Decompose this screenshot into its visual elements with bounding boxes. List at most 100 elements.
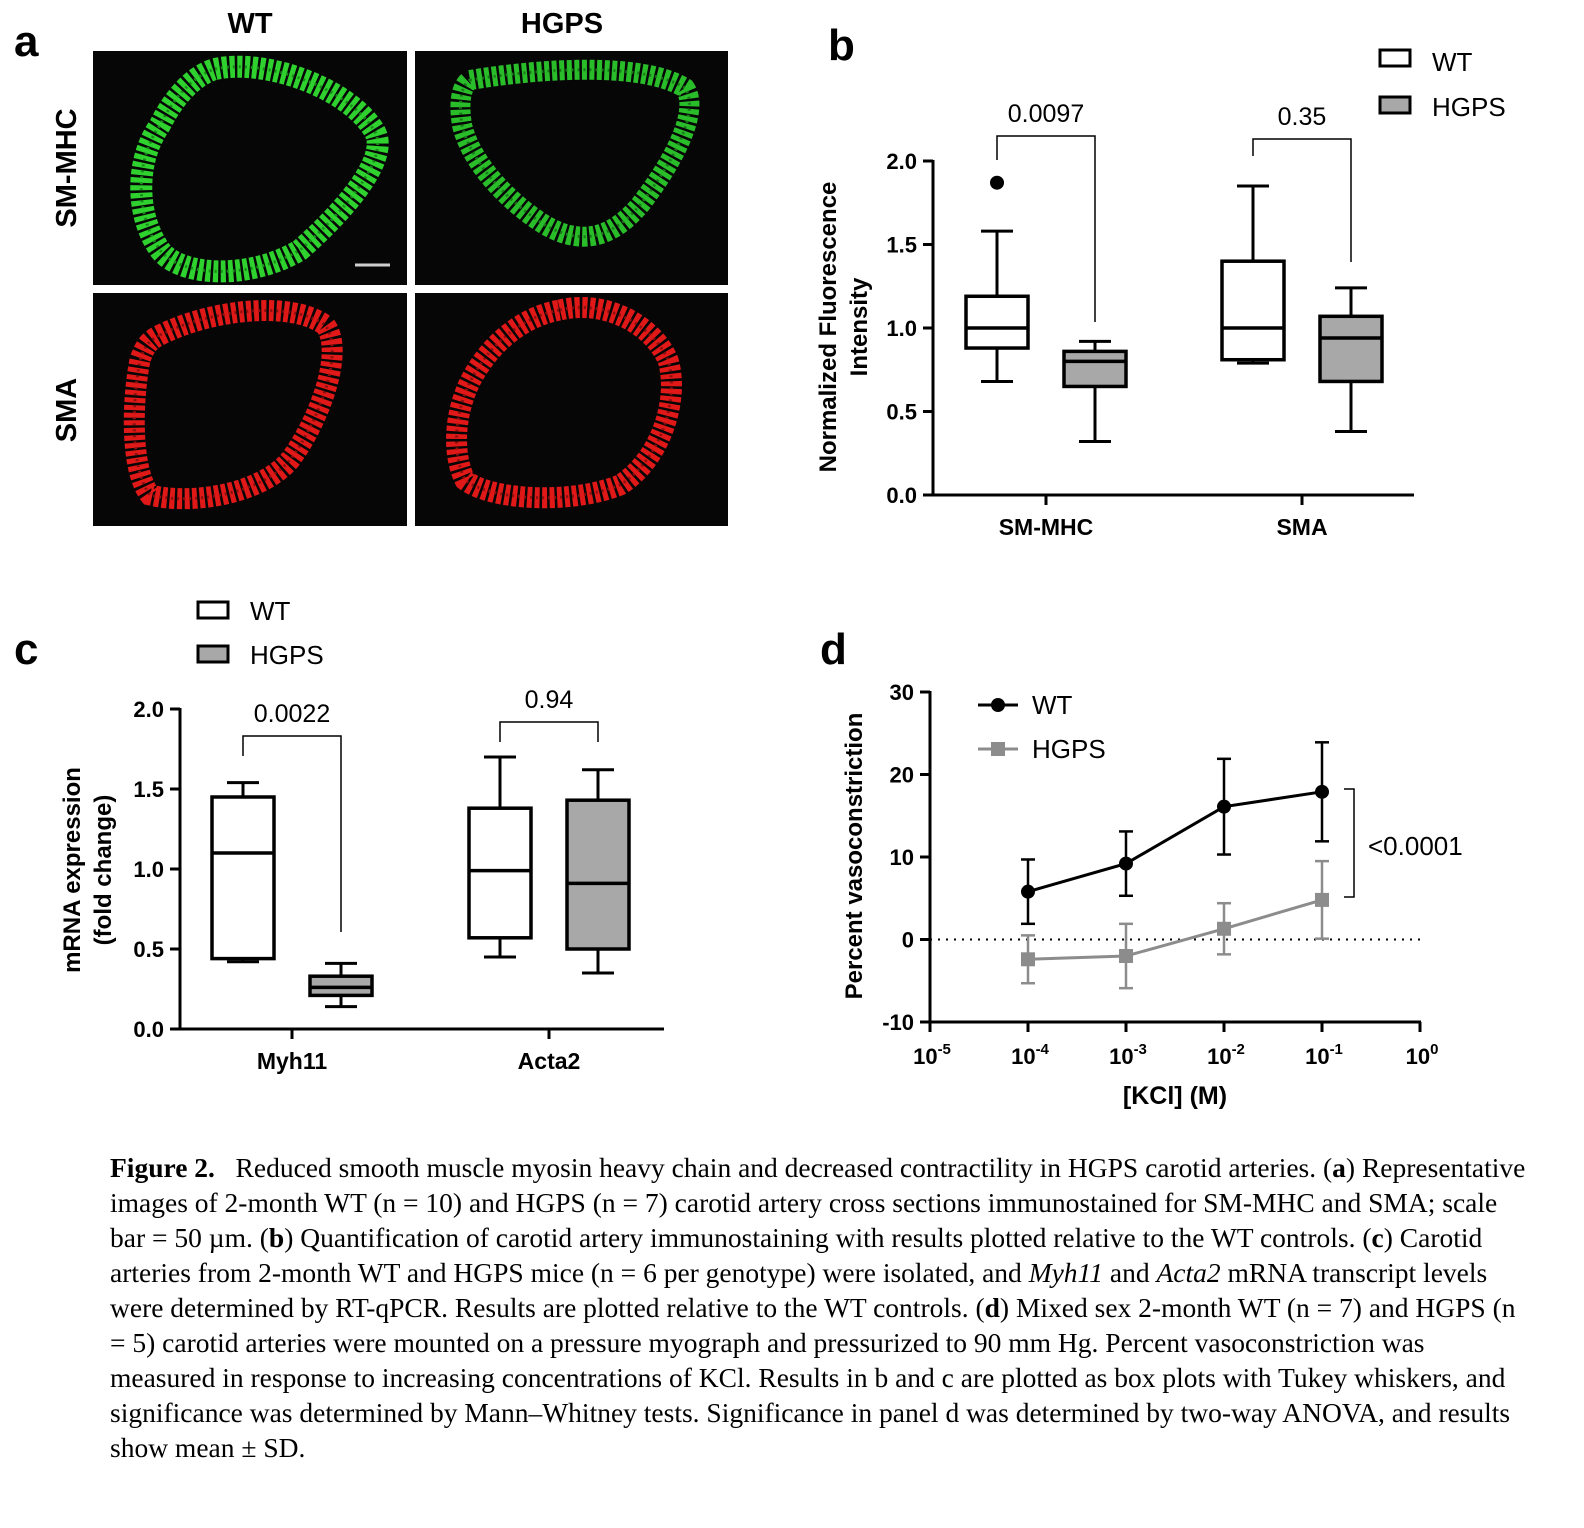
caption-title: Reduced smooth muscle myosin heavy chain… xyxy=(235,1152,1317,1183)
x-tick-label: 100 xyxy=(1406,1041,1439,1069)
legend: WT HGPS xyxy=(196,596,324,670)
y-tick-label: 30 xyxy=(890,680,914,705)
y-tick-label: 0.5 xyxy=(133,937,164,962)
x-axis-title: [KCl] (M) xyxy=(1123,1082,1227,1110)
panel-letter-d: d xyxy=(820,625,847,674)
col-label-hgps: HGPS xyxy=(521,8,603,40)
micrograph-hgps-smmhc xyxy=(415,51,728,285)
caption-text-a: Representative images of 2-month WT (n =… xyxy=(110,1152,1526,1253)
panel-letter-b: b xyxy=(828,21,855,70)
p-value-label: 0.0022 xyxy=(254,700,330,728)
y-tick-label: 20 xyxy=(890,763,914,788)
panel-letter-c: c xyxy=(14,625,38,674)
x-tick-label: SMA xyxy=(1276,514,1327,540)
micrograph-wt-smmhc xyxy=(93,51,407,285)
y-tick-label: 1.0 xyxy=(886,316,917,341)
p-value-label: 0.0097 xyxy=(1008,100,1084,128)
series-line-wt xyxy=(1027,790,1323,894)
y-tick-label: 2.0 xyxy=(133,697,164,722)
p-value-label: 0.94 xyxy=(525,686,574,714)
data-point-hgps xyxy=(1021,952,1035,967)
x-tick-label: 10-5 xyxy=(913,1041,951,1069)
x-tick-label: 10-4 xyxy=(1011,1041,1049,1069)
significance-bracket xyxy=(1344,788,1355,898)
box-hgps xyxy=(565,798,631,951)
data-point-hgps xyxy=(1315,892,1329,907)
data-point-wt xyxy=(1315,784,1329,799)
outlier-point xyxy=(990,175,1004,190)
y-tick-label: 10 xyxy=(890,845,914,870)
caption-letter-c: c xyxy=(1371,1222,1384,1253)
legend-marker-hgps xyxy=(991,742,1005,756)
panel-letter-a: a xyxy=(14,17,39,66)
legend-label-hgps: HGPS xyxy=(250,640,324,670)
box-wt xyxy=(467,806,533,940)
x-tick-label: 10-1 xyxy=(1305,1041,1343,1069)
legend-label-hgps: HGPS xyxy=(1032,734,1106,764)
panel-c-chart: c mRNA expression (fold change) WT HGPS … xyxy=(14,596,664,1074)
y-axis-title-line1: mRNA expression xyxy=(59,767,86,973)
y-axis-title-line2: Intensity xyxy=(846,277,873,376)
caption-figure-label: Figure 2. xyxy=(110,1152,215,1183)
data-point-wt xyxy=(1217,799,1231,814)
x-tick-label: Acta2 xyxy=(518,1048,581,1074)
y-axis-title-line1: Normalized Fluorescence xyxy=(815,182,842,473)
caption-gene-acta2: Acta2 xyxy=(1156,1257,1221,1288)
caption-letter-b: b xyxy=(268,1222,285,1253)
legend-swatch-wt xyxy=(1378,48,1412,68)
y-tick-label: 1.5 xyxy=(133,777,164,802)
caption-text-c-post: mRNA transcript levels were determined b… xyxy=(110,1257,1488,1323)
significance-bracket xyxy=(996,135,1096,322)
legend-swatch-wt xyxy=(196,600,230,620)
legend-label-wt: WT xyxy=(250,596,291,626)
micrograph-hgps-sma xyxy=(415,293,728,526)
significance-bracket xyxy=(499,721,599,742)
data-point-wt xyxy=(1119,856,1133,871)
panel-a: a WT HGPS SM-MHC SMA xyxy=(14,8,728,526)
caption-letter-d: d xyxy=(984,1292,1000,1323)
caption-text-b: Quantification of carotid artery immunos… xyxy=(300,1222,1356,1253)
caption-text-c-and: and xyxy=(1109,1257,1150,1288)
panel-b-chart: b Normalized Fluorescence Intensity WT H… xyxy=(815,21,1506,540)
y-tick-label: 2.0 xyxy=(886,149,917,174)
caption-text-d: Mixed sex 2-month WT (n = 7) and HGPS (n… xyxy=(110,1292,1516,1463)
y-tick-label: 0.5 xyxy=(886,400,917,425)
y-tick-label: 0.0 xyxy=(133,1017,164,1042)
legend-swatch-hgps xyxy=(196,644,230,664)
series-line-hgps xyxy=(1027,898,1323,961)
y-tick-label: 1.5 xyxy=(886,233,917,258)
p-value-label: 0.35 xyxy=(1278,103,1327,131)
caption-text-c-pre: Carotid arteries from 2-month WT and HGP… xyxy=(110,1222,1483,1288)
box-wt xyxy=(1220,259,1286,362)
legend: WT HGPS xyxy=(1378,47,1506,122)
y-tick-label: 1.0 xyxy=(133,857,164,882)
y-axis-title: Percent vasoconstriction xyxy=(841,713,868,1000)
significance-bracket xyxy=(242,735,342,932)
p-value-label: <0.0001 xyxy=(1368,831,1463,861)
x-tick-label: 10-3 xyxy=(1109,1041,1147,1069)
data-point-wt xyxy=(1021,884,1035,899)
legend: WT HGPS xyxy=(978,690,1106,764)
data-point-hgps xyxy=(1217,921,1231,936)
legend-marker-wt xyxy=(991,698,1005,712)
legend-label-hgps: HGPS xyxy=(1432,92,1506,122)
data-point-hgps xyxy=(1119,949,1133,963)
legend-label-wt: WT xyxy=(1032,690,1073,720)
micrograph-wt-sma xyxy=(93,293,407,526)
box-hgps xyxy=(1062,349,1128,389)
caption-gene-myh11: Myh11 xyxy=(1028,1257,1104,1288)
x-tick-label: 10-2 xyxy=(1207,1041,1245,1069)
col-label-wt: WT xyxy=(227,8,272,40)
panel-d-chart: d Percent vasoconstriction [KCl] (M) WT … xyxy=(820,625,1463,1110)
row-label-smmhc: SM-MHC xyxy=(51,108,83,227)
y-tick-label: 0 xyxy=(902,928,914,953)
y-axis-title-line2: (fold change) xyxy=(90,795,117,946)
box-wt xyxy=(210,795,276,961)
caption-letter-a: a xyxy=(1332,1152,1346,1183)
y-tick-label: -10 xyxy=(882,1010,914,1035)
significance-bracket xyxy=(1252,138,1352,262)
y-tick-label: 0.0 xyxy=(886,483,917,508)
legend-swatch-hgps xyxy=(1378,95,1412,115)
box-hgps xyxy=(1318,314,1384,384)
legend-label-wt: WT xyxy=(1432,47,1473,77)
